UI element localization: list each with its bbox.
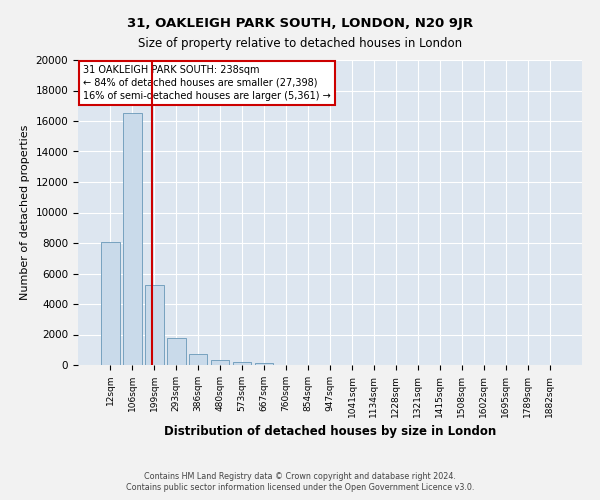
Text: 31, OAKLEIGH PARK SOUTH, LONDON, N20 9JR: 31, OAKLEIGH PARK SOUTH, LONDON, N20 9JR: [127, 18, 473, 30]
Bar: [123, 114, 142, 365]
Bar: [167, 338, 185, 365]
Bar: [233, 362, 251, 365]
Bar: [145, 285, 164, 365]
Bar: [211, 360, 229, 365]
Text: 31 OAKLEIGH PARK SOUTH: 238sqm
← 84% of detached houses are smaller (27,398)
16%: 31 OAKLEIGH PARK SOUTH: 238sqm ← 84% of …: [83, 64, 331, 101]
Text: Contains HM Land Registry data © Crown copyright and database right 2024.
Contai: Contains HM Land Registry data © Crown c…: [126, 472, 474, 492]
X-axis label: Distribution of detached houses by size in London: Distribution of detached houses by size …: [164, 425, 496, 438]
Y-axis label: Number of detached properties: Number of detached properties: [20, 125, 30, 300]
Bar: [101, 242, 119, 365]
Bar: [189, 354, 208, 365]
Text: Size of property relative to detached houses in London: Size of property relative to detached ho…: [138, 38, 462, 51]
Bar: [255, 364, 274, 365]
